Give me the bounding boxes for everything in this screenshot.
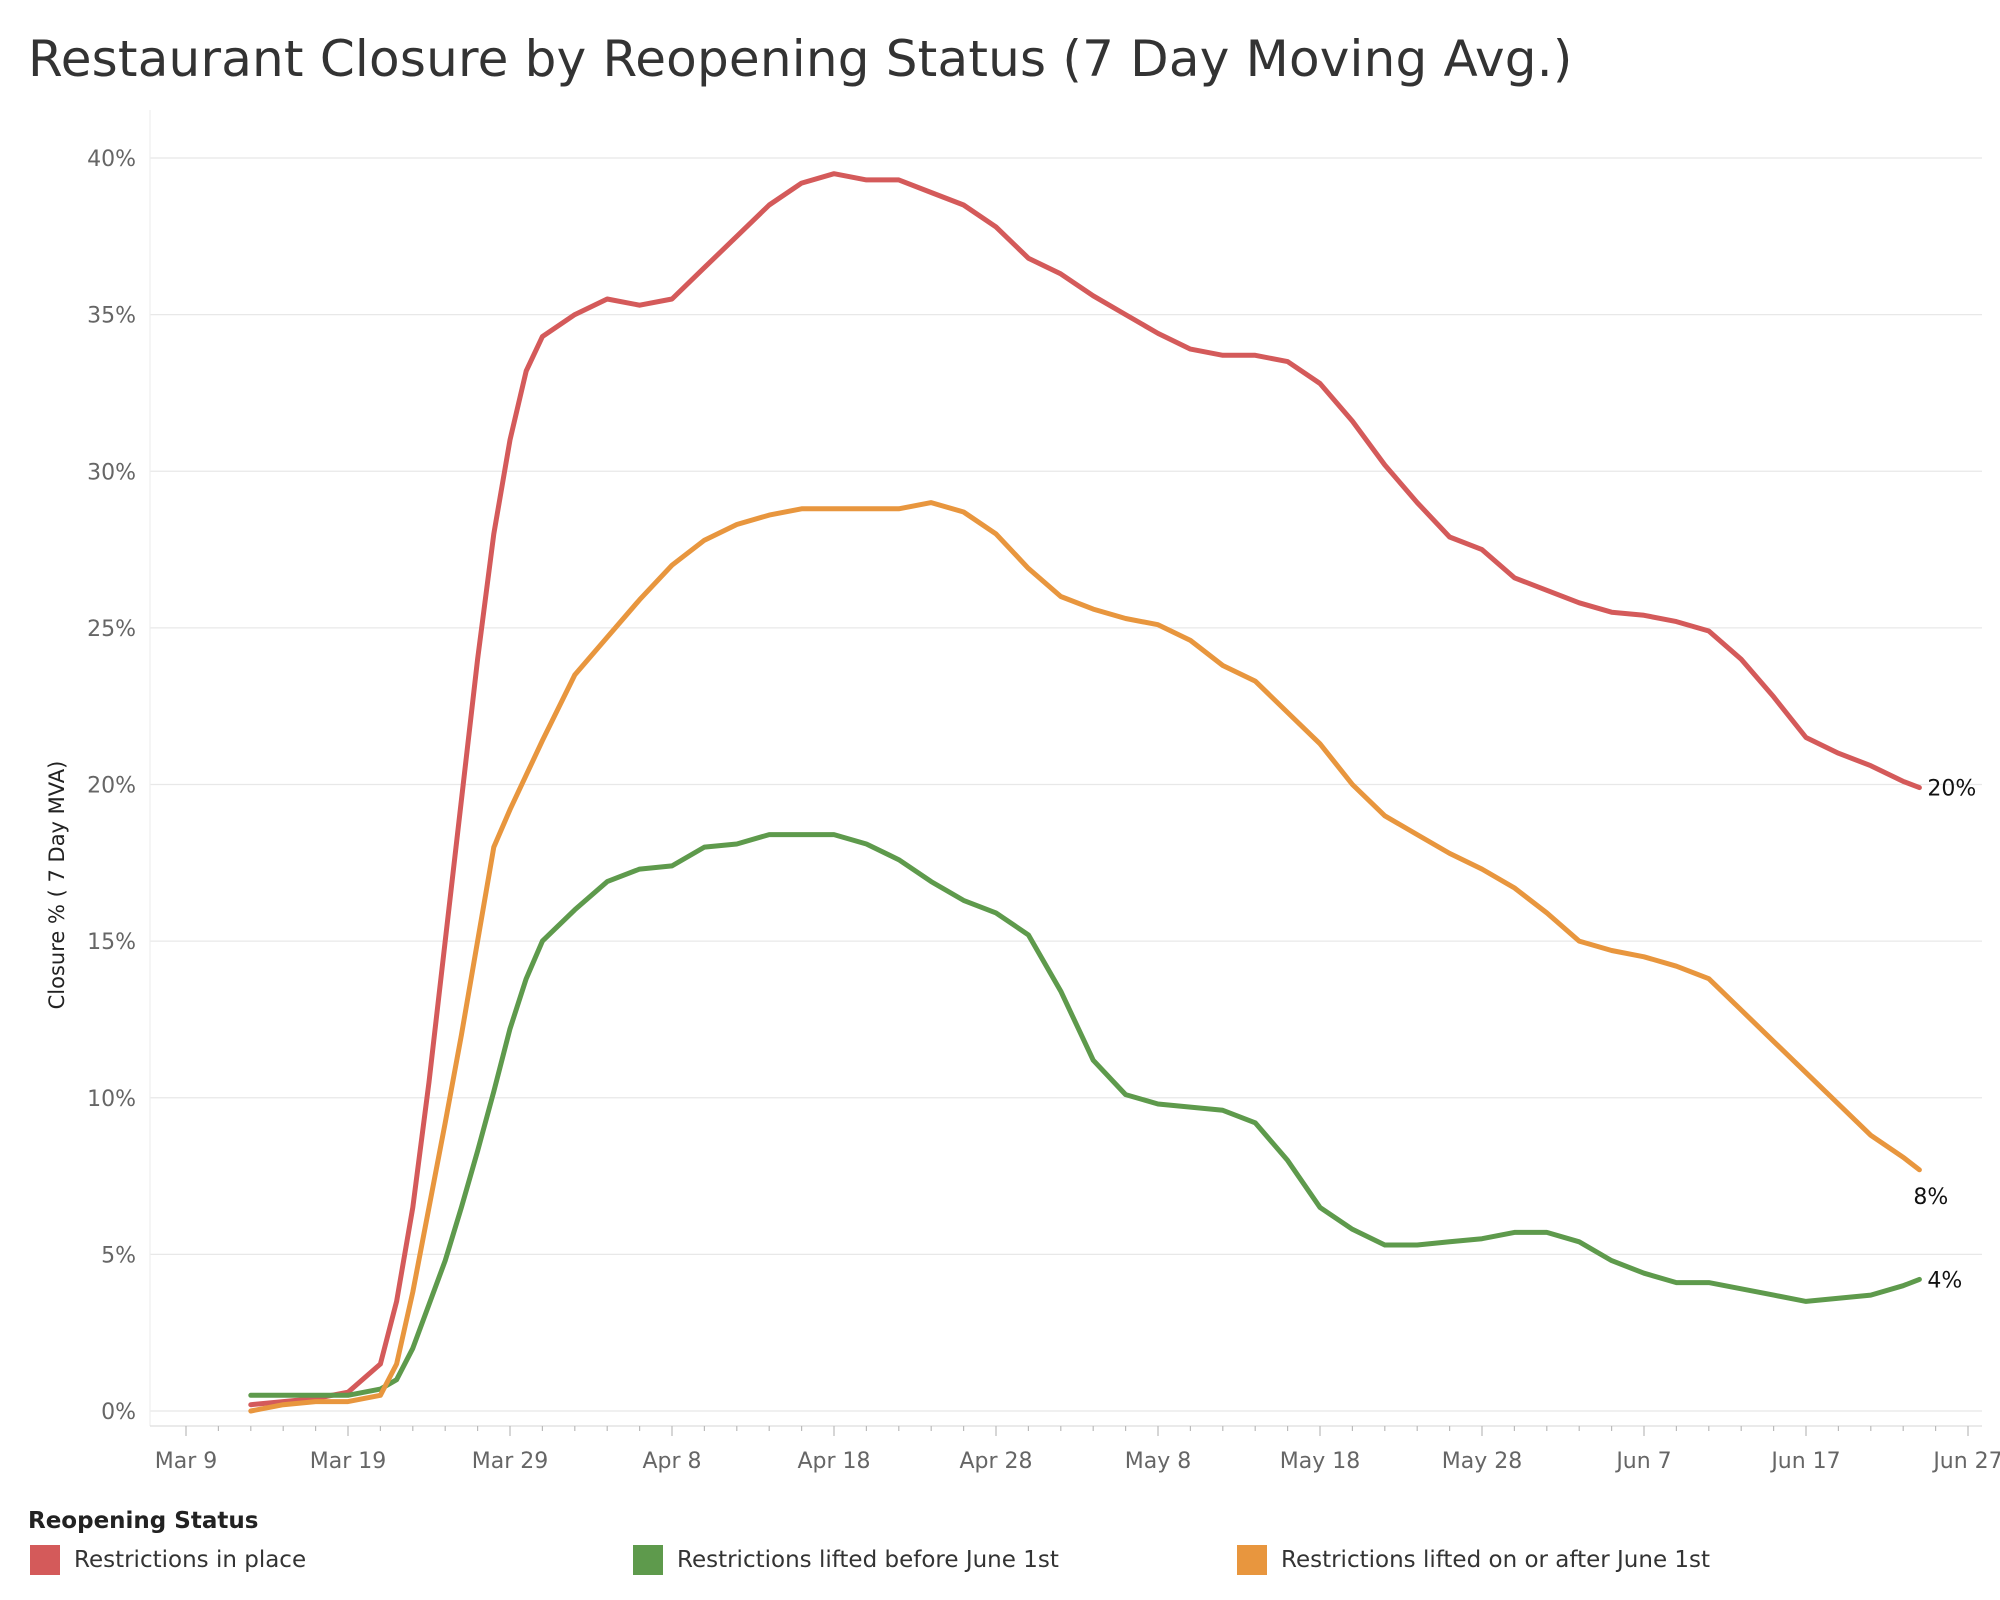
x-tick-label: Jun 7 <box>1614 1449 1671 1474</box>
x-tick-label: May 18 <box>1280 1449 1360 1474</box>
y-tick-label: 30% <box>87 460 136 485</box>
y-tick-label: 5% <box>101 1243 136 1268</box>
legend-swatch <box>633 1545 663 1575</box>
legend-label: Restrictions in place <box>74 1547 307 1573</box>
legend-label: Restrictions lifted before June 1st <box>677 1547 1059 1573</box>
series-layer <box>248 171 1922 1414</box>
x-tick-label: Mar 19 <box>310 1449 387 1474</box>
x-tick-label: Apr 8 <box>642 1449 701 1474</box>
legend-label: Restrictions lifted on or after June 1st <box>1281 1547 1711 1573</box>
legend: Restrictions in place Restrictions lifted… <box>0 1545 2000 1579</box>
legend-item[interactable]: Restrictions lifted before June 1st <box>633 1545 1059 1575</box>
series-line-restrictions-in-place[interactable] <box>248 171 1922 1408</box>
chart-title: Restaurant Closure by Reopening Status (… <box>28 30 1573 88</box>
series-end-label: 20% <box>1927 777 1976 802</box>
x-tick-label: Apr 28 <box>959 1449 1032 1474</box>
series-line-restrictions-lifted-before-june-1st[interactable] <box>248 832 1922 1398</box>
y-axis-label: Closure % ( 7 Day MVA) <box>45 761 69 1010</box>
series-end-label: 8% <box>1913 1185 1948 1210</box>
axis-layer: 0% 5% 10% 15% 20% 25% 30% 35% 40% Mar 9 Mar 19 Mar … <box>87 147 2000 1474</box>
x-tick-label: Jun 17 <box>1769 1449 1840 1474</box>
legend-swatch <box>30 1545 60 1575</box>
legend-item[interactable]: Restrictions in place <box>30 1545 306 1575</box>
y-tick-label: 25% <box>87 617 136 642</box>
label-layer: 20% 4% 8% <box>1913 777 1976 1294</box>
y-tick-label: 35% <box>87 304 136 329</box>
grid-layer <box>149 110 1982 1426</box>
legend-swatch <box>1237 1545 1267 1575</box>
x-tick-label: May 8 <box>1125 1449 1191 1474</box>
y-tick-label: 10% <box>87 1087 136 1112</box>
y-tick-label: 0% <box>101 1400 136 1425</box>
series-line-restrictions-lifted-on-or-after-june-1st[interactable] <box>248 500 1922 1414</box>
series-end-label: 4% <box>1927 1268 1962 1293</box>
y-tick-label: 15% <box>87 930 136 955</box>
legend-item[interactable]: Restrictions lifted on or after June 1st <box>1237 1545 1710 1575</box>
x-tick-label: Mar 9 <box>155 1449 218 1474</box>
y-tick-label: 40% <box>87 147 136 172</box>
legend-title: Reopening Status <box>28 1508 259 1534</box>
x-tick-label: Mar 29 <box>472 1449 549 1474</box>
y-tick-label: 20% <box>87 774 136 799</box>
x-tick-label: Apr 18 <box>797 1449 870 1474</box>
x-tick-label: May 28 <box>1442 1449 1522 1474</box>
x-tick-label: Jun 27 <box>1931 1449 2000 1474</box>
